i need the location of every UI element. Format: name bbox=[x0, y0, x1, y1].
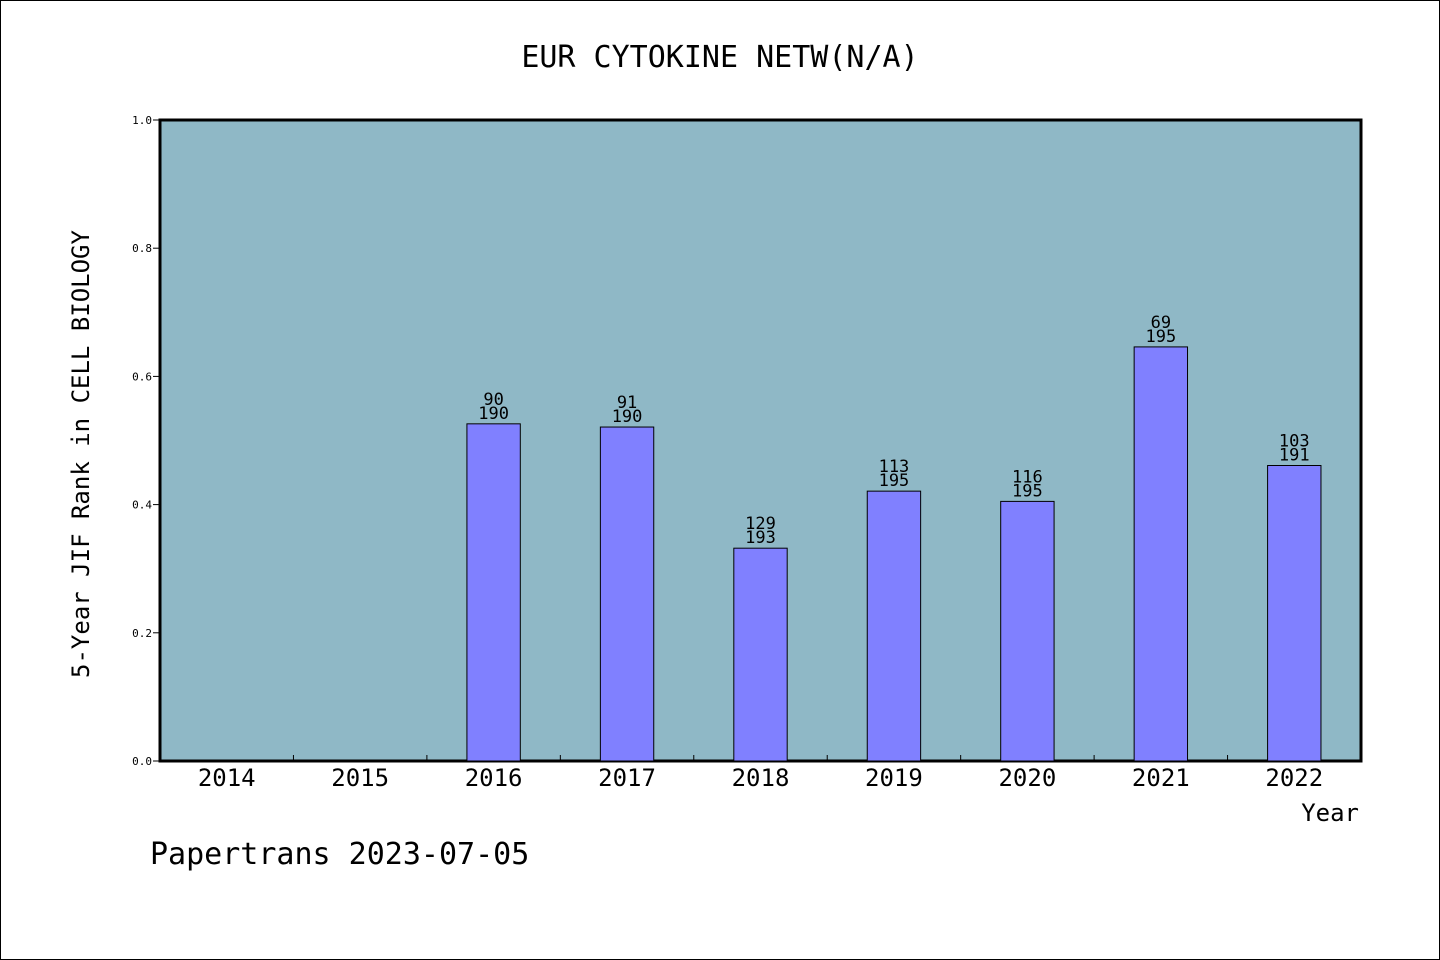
x-tick-label-2018: 2018 bbox=[732, 764, 790, 792]
bar-2020 bbox=[1000, 500, 1055, 762]
bar-rank-label-2020: 116 bbox=[1012, 467, 1043, 487]
bar-total-label-2019: 195 bbox=[879, 471, 910, 491]
x-axis-label: Year bbox=[1301, 799, 1359, 827]
x-tick-label-2021: 2021 bbox=[1132, 764, 1190, 792]
chart-title: EUR CYTOKINE NETW(N/A) bbox=[521, 40, 918, 75]
bar-total-label-2020: 195 bbox=[1012, 481, 1043, 501]
x-tick-label-2016: 2016 bbox=[465, 764, 523, 792]
bar-rank-label-2019: 113 bbox=[879, 457, 910, 477]
bar-2019 bbox=[866, 490, 922, 762]
bar-total-label-2018: 193 bbox=[745, 528, 776, 548]
bar-total-label-2017: 190 bbox=[612, 407, 643, 427]
y-tick-label: 0.4 bbox=[132, 499, 152, 512]
bar-2018 bbox=[733, 547, 788, 762]
bar-2016 bbox=[466, 423, 521, 762]
bar-rank-label-2016: 90 bbox=[483, 390, 503, 410]
bar-2017 bbox=[599, 426, 655, 762]
bar-total-label-2022: 191 bbox=[1279, 445, 1310, 465]
x-tick-label-2019: 2019 bbox=[865, 764, 923, 792]
y-axis-label: 5-Year JIF Rank in CELL BIOLOGY bbox=[67, 229, 95, 677]
bar-total-label-2016: 190 bbox=[478, 404, 509, 424]
x-tick-label-2017: 2017 bbox=[598, 764, 656, 792]
y-tick-label: 0.6 bbox=[132, 370, 152, 383]
y-tick-label: 1.0 bbox=[132, 114, 152, 127]
bar-rank-label-2018: 129 bbox=[745, 514, 776, 534]
bar-total-label-2021: 195 bbox=[1145, 327, 1176, 347]
x-tick-label-2014: 2014 bbox=[198, 764, 256, 792]
bar-2021 bbox=[1133, 346, 1189, 762]
x-tick-label-2015: 2015 bbox=[331, 764, 389, 792]
y-tick-label: 0.0 bbox=[132, 755, 152, 768]
x-tick-label-2020: 2020 bbox=[998, 764, 1056, 792]
bar-rank-label-2021: 69 bbox=[1151, 313, 1171, 333]
bar-rank-label-2022: 103 bbox=[1279, 431, 1310, 451]
footer-credit: Papertrans 2023-07-05 bbox=[150, 837, 529, 872]
y-tick-label: 0.2 bbox=[132, 627, 152, 640]
x-tick-label-2022: 2022 bbox=[1265, 764, 1323, 792]
y-axis: 0.0 0.2 0.4 0.6 0.8 1.0 bbox=[132, 114, 160, 768]
y-tick-label: 0.8 bbox=[132, 242, 152, 255]
bar-2022 bbox=[1267, 464, 1322, 762]
x-axis: 2014 2015 2016 2017 2018 2019 2020 2021 2022 bbox=[198, 755, 1323, 792]
bar-rank-label-2017: 91 bbox=[617, 393, 637, 413]
